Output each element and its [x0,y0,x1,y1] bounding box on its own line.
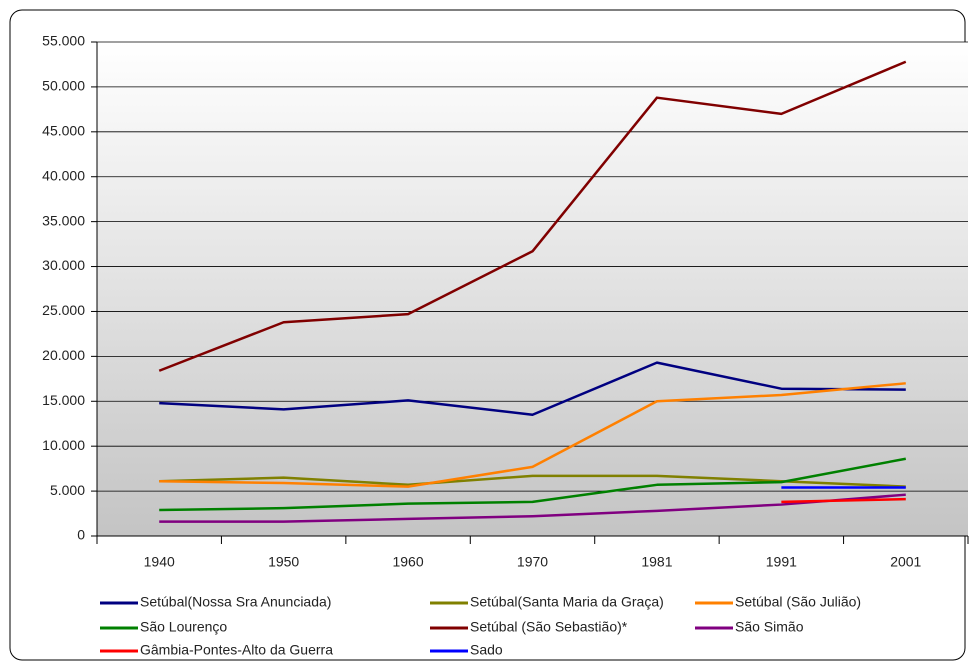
y-tick-label: 10.000 [42,437,85,453]
series-line [159,361,906,416]
y-tick-label: 30.000 [42,257,85,273]
series-line [159,382,906,488]
legend-label: Setúbal (São Julião) [735,594,861,610]
plot-area [97,42,968,536]
x-tick-label: 1940 [144,554,175,570]
y-tick-label: 50.000 [42,78,85,94]
series-line [159,457,907,512]
legend-label: Setúbal (São Sebastião)* [470,619,628,635]
x-tick-label: 1970 [517,554,548,570]
series-line [781,497,906,504]
series-line [159,493,906,523]
legend-label: São Simão [735,619,804,635]
legend-label: Setúbal(Nossa Sra Anunciada) [140,594,331,610]
y-tick-label: 5.000 [50,482,85,498]
y-tick-label: 55.000 [42,33,85,49]
y-tick-label: 15.000 [42,392,85,408]
y-tick-label: 25.000 [42,302,85,318]
x-tick-label: 1960 [392,554,423,570]
legend-label: Gâmbia-Pontes-Alto da Guerra [140,642,333,658]
x-tick-label: 1991 [766,554,797,570]
y-tick-label: 0 [77,527,85,543]
y-tick-label: 40.000 [42,167,85,183]
x-tick-label: 2001 [890,554,921,570]
y-tick-label: 20.000 [42,347,85,363]
x-tick-label: 1981 [641,554,672,570]
legend-label: Setúbal(Santa Maria da Graça) [470,594,664,610]
series-line [158,60,907,372]
x-tick-label: 1950 [268,554,299,570]
legend-label: Sado [470,642,503,658]
legend-label: São Lourenço [140,619,227,635]
y-tick-label: 45.000 [42,123,85,139]
y-tick-label: 35.000 [42,212,85,228]
